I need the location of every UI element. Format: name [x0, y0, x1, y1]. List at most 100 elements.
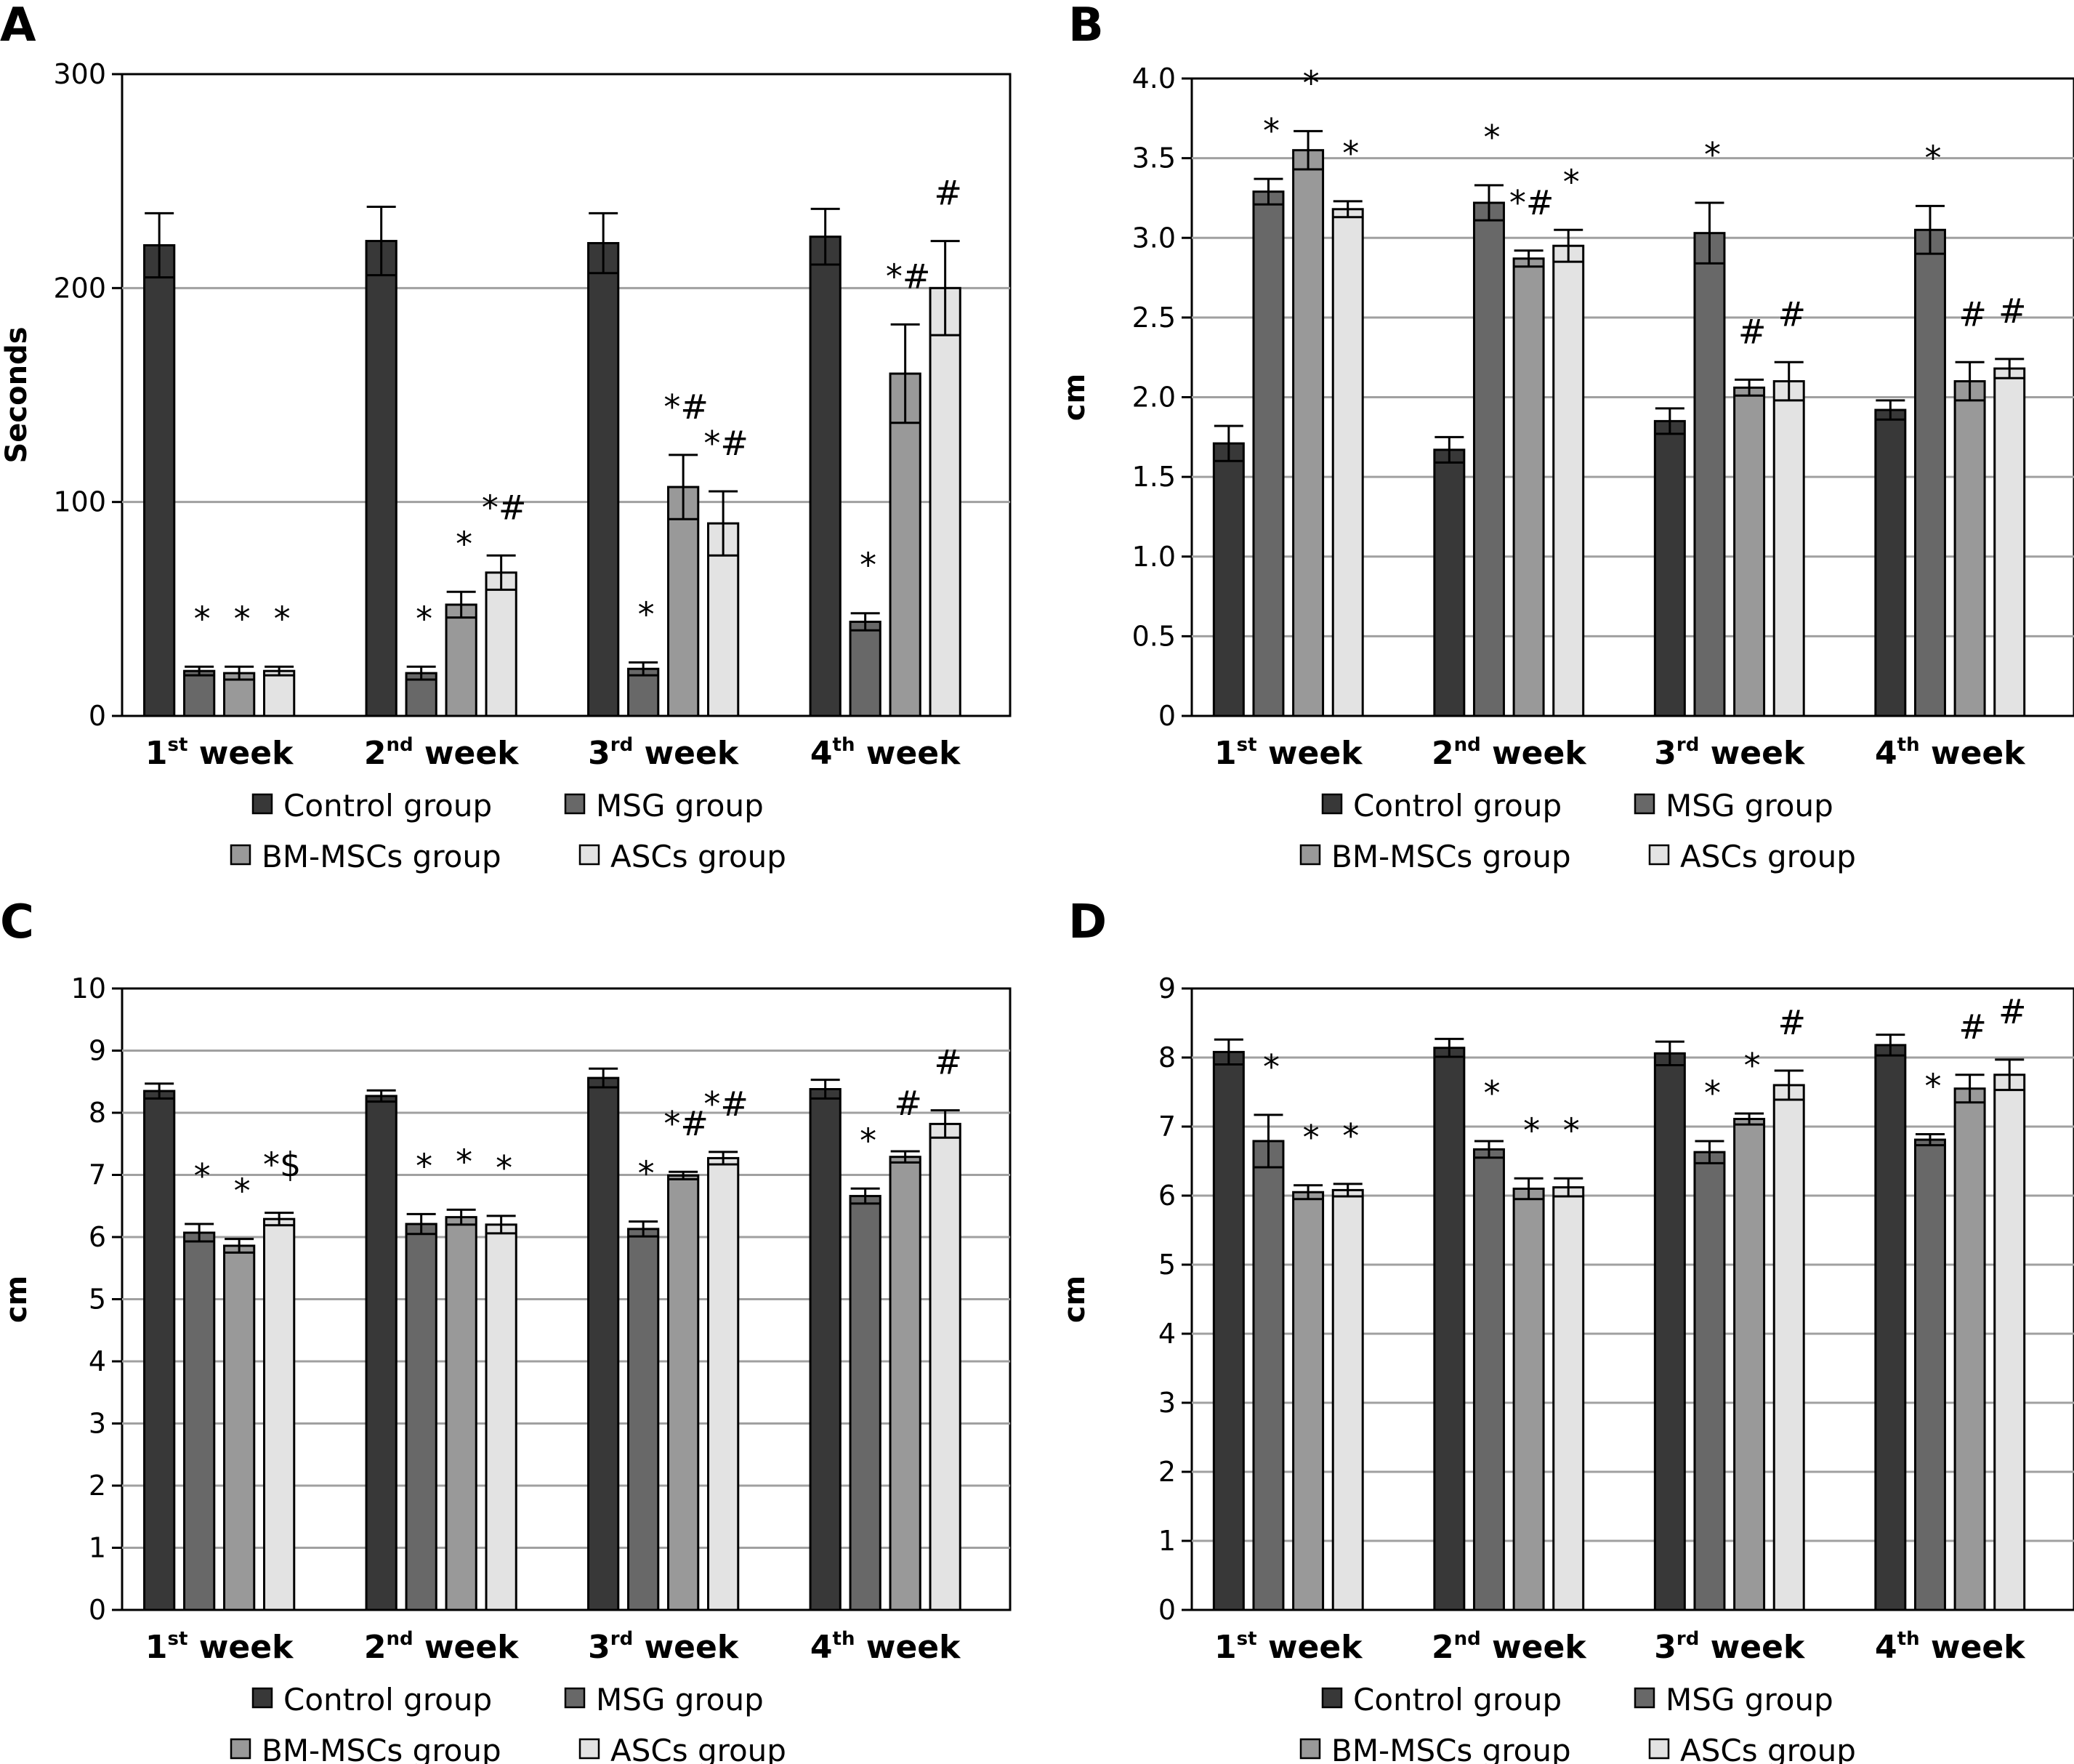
bar — [1953, 380, 1986, 717]
bar — [263, 1217, 296, 1611]
bar — [1292, 1191, 1325, 1611]
significance-marker: * — [274, 599, 291, 638]
bar — [1252, 190, 1285, 717]
legend-label: MSG group — [596, 1682, 764, 1717]
chart-panel-d: D 0 1 2 3 4 5 6 7 8 9 cm * * * 1st week * * * 2nd week * * #3r… — [1058, 895, 2074, 1764]
bar — [1552, 244, 1585, 717]
legend-item: BM-MSCs group — [1299, 839, 1571, 874]
bar — [365, 240, 398, 717]
bar — [1512, 257, 1545, 717]
bar — [627, 667, 660, 717]
legend-swatch — [1321, 793, 1343, 815]
significance-marker: * — [234, 1172, 251, 1211]
y-tick-label: 8 — [89, 1097, 106, 1129]
bar — [445, 1216, 477, 1611]
significance-marker: * — [1483, 1074, 1500, 1113]
significance-marker: * — [1563, 1111, 1580, 1150]
legend-label: Control group — [283, 1682, 492, 1717]
y-tick-label: 9 — [1158, 972, 1176, 1004]
y-tick-label: 4 — [89, 1345, 106, 1377]
legend: Control group MSG group BM-MSCs group ASCs … — [1299, 788, 1856, 874]
significance-marker: * — [456, 1142, 472, 1181]
y-tick-label: 3 — [1158, 1387, 1176, 1419]
bar — [1874, 408, 1907, 717]
significance-marker: *# — [703, 1084, 749, 1124]
significance-marker: * — [1924, 138, 1941, 177]
bar — [143, 1090, 176, 1611]
significance-marker: * — [1303, 1118, 1320, 1157]
legend-swatch — [1634, 1687, 1655, 1709]
legend-label: MSG group — [596, 788, 764, 823]
panel-letter: A — [0, 0, 36, 52]
legend-label: ASCs group — [610, 839, 786, 874]
legend-item: BM-MSCs group — [1299, 1733, 1571, 1764]
bar — [1433, 1047, 1466, 1611]
bar — [1512, 1188, 1545, 1611]
bar — [1472, 201, 1505, 717]
significance-marker: *$ — [263, 1145, 301, 1185]
legend: Control group MSG group BM-MSCs group ASCs … — [230, 788, 786, 874]
y-tick-label: 1 — [1158, 1525, 1176, 1557]
x-tick-label: 2nd week — [364, 734, 520, 772]
bar — [365, 1095, 398, 1611]
bar — [627, 1228, 660, 1611]
legend-label: MSG group — [1666, 1682, 1833, 1717]
legend: Control group MSG group BM-MSCs group ASCs … — [1299, 1682, 1856, 1764]
legend-swatch — [1299, 1738, 1321, 1760]
panel-letter: B — [1068, 0, 1104, 52]
legend-swatch — [1321, 1687, 1343, 1709]
y-tick-label: 1 — [89, 1532, 106, 1564]
legend-item: MSG group — [564, 1682, 764, 1717]
significance-marker: # — [1958, 1007, 1987, 1047]
bar — [1212, 442, 1245, 717]
significance-marker: * — [860, 1121, 876, 1160]
bar — [1212, 1050, 1245, 1611]
significance-marker: * — [638, 1154, 655, 1193]
legend: Control group MSG group BM-MSCs group ASCs … — [230, 1682, 786, 1764]
significance-marker: *# — [1509, 183, 1554, 222]
legend-item: Control group — [251, 1682, 492, 1717]
significance-marker: # — [1998, 291, 2027, 331]
significance-marker: * — [1704, 135, 1721, 174]
legend-label: BM-MSCs group — [1331, 839, 1571, 874]
legend-swatch — [230, 1738, 251, 1760]
y-tick-label: 2.5 — [1132, 302, 1176, 334]
y-axis-label: cm — [1058, 1276, 1092, 1323]
bar — [1292, 149, 1325, 717]
bar — [707, 1156, 740, 1611]
y-axis-label: cm — [0, 1276, 33, 1323]
bar — [1993, 367, 2026, 717]
panel-letter: D — [1068, 895, 1107, 949]
legend-item: Control group — [1321, 1682, 1562, 1717]
significance-marker: * — [1563, 162, 1580, 201]
significance-marker: * — [194, 1156, 211, 1196]
y-tick-label: 3 — [89, 1408, 106, 1440]
significance-marker: *# — [663, 1104, 709, 1143]
significance-marker: * — [1523, 1111, 1540, 1150]
bar — [929, 286, 961, 717]
legend-label: BM-MSCs group — [262, 839, 501, 874]
y-tick-label: 0.5 — [1132, 620, 1176, 652]
legend-label: Control group — [1353, 788, 1562, 823]
significance-marker: * — [234, 599, 251, 638]
bar — [667, 1174, 700, 1611]
y-tick-label: 2 — [89, 1470, 106, 1502]
x-tick-label: 2nd week — [1432, 1628, 1587, 1666]
legend-item: BM-MSCs group — [230, 1733, 501, 1764]
bar — [1472, 1148, 1505, 1611]
bar — [1331, 1188, 1364, 1611]
bar — [587, 1076, 620, 1611]
bar — [183, 1231, 216, 1611]
significance-marker: * — [1263, 111, 1280, 150]
significance-marker: *# — [663, 387, 709, 427]
significance-marker: * — [456, 524, 472, 563]
significance-marker: * — [1924, 1066, 1941, 1105]
bar — [143, 243, 176, 717]
bar — [1733, 1118, 1766, 1611]
x-tick-label: 2nd week — [364, 1628, 520, 1666]
legend-label: ASCs group — [1680, 1733, 1856, 1764]
bar — [809, 235, 842, 717]
bar — [1653, 419, 1686, 717]
legend-item: BM-MSCs group — [230, 839, 501, 874]
bar — [485, 1223, 517, 1611]
